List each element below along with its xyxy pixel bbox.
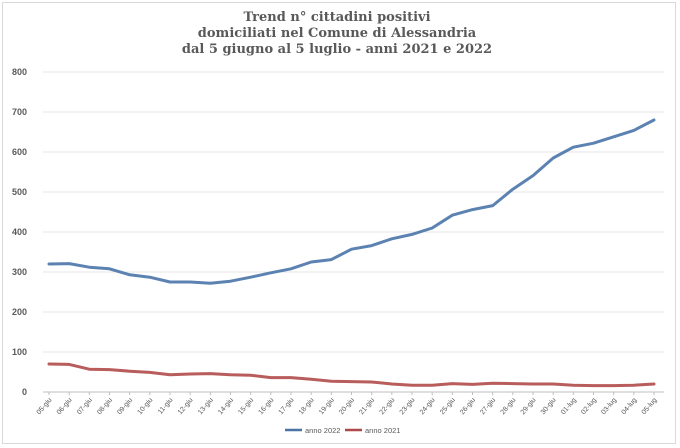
x-tick-label: 20-giu <box>338 397 356 416</box>
y-tick-label: 200 <box>12 307 27 317</box>
x-tick-label: 21-giu <box>358 397 376 416</box>
chart-title-line-3: dal 5 giugno al 5 luglio - anni 2021 e 2… <box>181 42 493 57</box>
x-axis-ticks: 05-giu 06-giu 07-giu 08-giu 09-giu 10-giu 11-g… <box>36 392 659 416</box>
series-lines <box>47 118 656 388</box>
x-tick-label: 30-giu <box>540 397 558 416</box>
series-line-1 <box>47 118 656 285</box>
x-tick-label: 12-giu <box>177 397 195 416</box>
x-tick-label: 07-giu <box>76 397 94 416</box>
x-tick-label: 11-giu <box>157 397 175 416</box>
gridlines <box>43 71 664 393</box>
x-tick-label: 19-giu <box>318 397 336 416</box>
chart-title-line-2: domiciliati nel Comune di Alessandria <box>197 26 477 41</box>
x-tick-label: 14-giu <box>217 397 235 416</box>
legend-label: anno 2022 <box>305 426 340 435</box>
y-tick-label: 700 <box>12 107 27 117</box>
x-tick-label: 13-giu <box>197 397 215 416</box>
y-tick-label: 300 <box>12 267 27 277</box>
x-tick-label: 05-giu <box>36 397 54 416</box>
x-tick-label: 01-lug <box>560 397 578 416</box>
y-axis-ticks: 0 100 200 300 400 500 600 700 800 <box>12 67 27 397</box>
y-tick-label: 100 <box>12 347 27 357</box>
x-tick-label: 05-lug <box>641 397 659 416</box>
x-tick-label: 27-giu <box>479 397 497 416</box>
x-tick-label: 16-giu <box>257 397 275 416</box>
y-tick-label: 800 <box>12 67 27 77</box>
legend-label: anno 2021 <box>365 426 400 435</box>
x-tick-label: 03-lug <box>600 397 618 416</box>
x-tick-label: 15-giu <box>237 397 255 416</box>
x-tick-label: 26-giu <box>459 397 477 416</box>
x-tick-label: 25-giu <box>439 397 457 416</box>
series-line-2 <box>47 362 656 388</box>
x-tick-label: 28-giu <box>499 397 517 416</box>
x-tick-label: 22-giu <box>378 397 396 416</box>
x-tick-label: 24-giu <box>419 397 437 416</box>
legend: anno 2022 anno 2021 <box>285 426 400 435</box>
x-tick-label: 10-giu <box>136 397 154 416</box>
y-tick-label: 600 <box>12 147 27 157</box>
x-tick-label: 02-lug <box>580 397 598 416</box>
x-tick-label: 18-giu <box>298 397 316 416</box>
x-tick-label: 06-giu <box>56 397 74 416</box>
x-tick-label: 09-giu <box>116 397 134 416</box>
chart-title-line-1: Trend n° cittadini positivi <box>243 10 431 25</box>
x-tick-label: 29-giu <box>520 397 538 416</box>
y-tick-label: 0 <box>22 387 27 397</box>
x-tick-label: 23-giu <box>399 397 417 416</box>
x-tick-label: 04-lug <box>620 397 638 416</box>
x-tick-label: 08-giu <box>96 397 114 416</box>
y-tick-label: 500 <box>12 187 27 197</box>
chart-title: Trend n° cittadini positivi domiciliati … <box>0 10 674 58</box>
y-tick-label: 400 <box>12 227 27 237</box>
x-tick-label: 17-giu <box>278 397 296 416</box>
